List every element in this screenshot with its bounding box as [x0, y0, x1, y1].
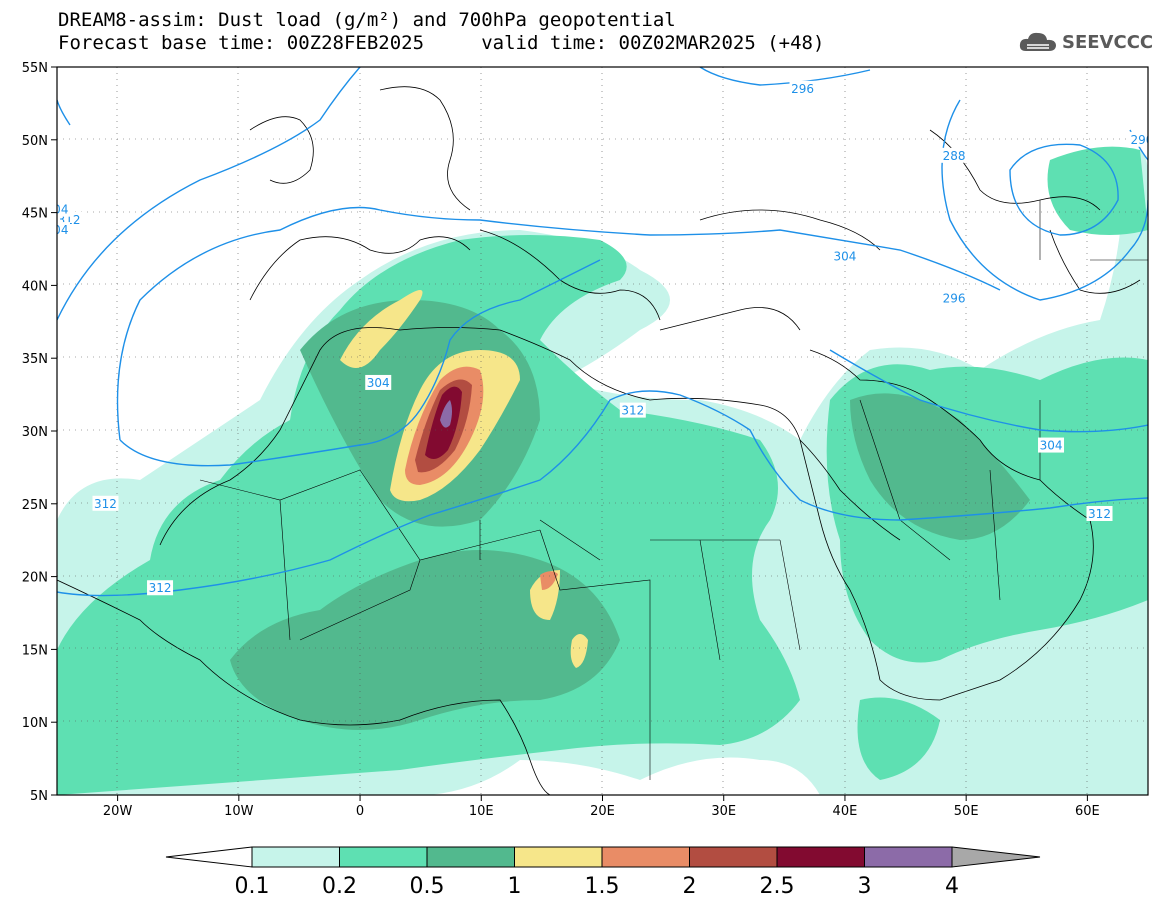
contour-label-bg — [147, 580, 174, 596]
plot-area: 3123042962883042963043123043123123123042… — [46, 67, 1153, 795]
colorbar-swatch — [251, 846, 340, 868]
lon-tick-label: 60E — [1075, 804, 1100, 819]
dust-level-0.2-caspian — [1047, 146, 1148, 235]
contour-304-south — [119, 259, 601, 467]
contour-304-loop — [116, 206, 1001, 441]
colorbar-swatch — [339, 846, 428, 868]
lat-tick-label: 5N — [30, 789, 48, 804]
contour-label-bg — [1038, 437, 1065, 453]
contour-label: 304 — [46, 223, 69, 237]
colorbar-swatch — [601, 846, 690, 868]
longitude-axis: 20W 10W 0 10E 20E 30E 40E 50E 60E — [103, 795, 1100, 819]
colorbar-label: 3 — [858, 874, 872, 899]
lat-tick-label: 45N — [22, 207, 48, 222]
contour-304-west — [57, 67, 361, 321]
colorbar-label: 1 — [508, 874, 522, 899]
lon-tick-label: 20E — [590, 804, 615, 819]
contour-label: 304 — [367, 376, 390, 390]
title-line-2: Forecast base time: 00Z28FEB2025 valid t… — [58, 32, 825, 54]
contour-label: 304 — [46, 203, 69, 217]
geopotential-contours — [57, 67, 1148, 597]
colorbar-label: 1.5 — [585, 874, 620, 899]
lat-tick-label: 40N — [22, 279, 48, 294]
contour-labels: 3123042962883042963043123043123123123042… — [46, 80, 1153, 596]
lon-tick-label: 0 — [356, 804, 364, 819]
colorbar-swatch — [514, 846, 603, 868]
dust-level-0.2-horn — [857, 697, 940, 780]
latitude-axis: 55N 50N 45N 40N 35N 30N 25N 20N 15N 10N 5N — [22, 61, 57, 804]
contour-label: 304 — [833, 249, 856, 263]
contour-label-bg — [1128, 131, 1148, 147]
dust-level-0.5-arabia — [850, 393, 1030, 540]
contour-label: 312 — [621, 404, 644, 418]
colorbar-label: 4 — [945, 874, 959, 899]
contour-label-bg — [619, 402, 646, 418]
colorbar: 0.1 0.2 0.5 1 1.5 2 2.5 3 4 — [165, 846, 1041, 899]
colorbar-swatch — [426, 846, 515, 868]
colorbar-swatch — [689, 846, 778, 868]
contour-312-main — [57, 390, 1148, 597]
lon-tick-label: 10W — [224, 804, 254, 819]
colorbar-max-triangle — [951, 846, 1041, 868]
title-line-1: DREAM8-assim: Dust load (g/m²) and 700hP… — [58, 9, 676, 31]
colorbar-swatch — [864, 846, 953, 868]
contour-label: 312 — [1088, 507, 1111, 521]
graticule — [57, 67, 1148, 795]
lat-tick-label: 30N — [22, 425, 48, 440]
dust-level-1-chad2 — [570, 634, 588, 668]
colorbar-label: 0.1 — [235, 874, 270, 899]
colorbar-label: 2 — [683, 874, 697, 899]
lon-tick-label: 40E — [833, 804, 858, 819]
contour-label-bg — [57, 201, 70, 217]
contour-288 — [1009, 143, 1119, 236]
lon-tick-label: 30E — [711, 804, 736, 819]
colorbar-label: 2.5 — [760, 874, 795, 899]
contour-label-bg — [941, 147, 968, 163]
contour-label: 312 — [94, 497, 117, 511]
colorbar-label: 0.5 — [410, 874, 445, 899]
lat-tick-label: 25N — [22, 498, 48, 513]
contour-label: 296 — [791, 82, 814, 96]
dust-level-1.5-chad — [540, 571, 558, 590]
contour-label: 288 — [943, 149, 966, 163]
dust-level-3 — [440, 400, 452, 428]
contour-label: 304 — [1040, 439, 1063, 453]
colorbar-label: 0.2 — [322, 874, 357, 899]
cloud-icon — [1019, 32, 1056, 51]
lon-tick-label: 50E — [954, 804, 979, 819]
contour-304-east — [829, 349, 1148, 433]
contour-label-bg — [789, 80, 816, 96]
contour-label: 290 — [1130, 133, 1153, 147]
contour-label-bg — [92, 495, 119, 511]
lon-tick-label: 20W — [103, 804, 133, 819]
colorbar-min-triangle — [165, 846, 253, 868]
contour-296-north — [699, 67, 871, 86]
dust-level-1 — [340, 290, 423, 368]
lat-tick-label: 10N — [22, 716, 48, 731]
dust-level-0.5 — [230, 550, 620, 730]
contour-label-bg — [941, 290, 968, 306]
seevccc-logo: SEEVCCC — [1018, 28, 1153, 56]
lat-tick-label: 35N — [22, 352, 48, 367]
lat-tick-label: 15N — [22, 643, 48, 658]
lat-tick-label: 50N — [22, 134, 48, 149]
lon-tick-label: 10E — [469, 804, 494, 819]
contour-label-bg — [831, 248, 858, 264]
lat-tick-label: 20N — [22, 571, 48, 586]
contour-label-bg — [365, 374, 392, 390]
lat-tick-label: 55N — [22, 61, 48, 76]
coastlines — [57, 86, 1141, 795]
contour-label-bg — [1086, 505, 1113, 521]
colorbar-swatch — [776, 846, 865, 868]
contour-label: 312 — [149, 581, 172, 595]
contour-label: 296 — [943, 292, 966, 306]
contour-label-bg — [57, 222, 70, 238]
contour-296-east — [941, 99, 1148, 301]
logo-text: SEEVCCC — [1062, 31, 1154, 53]
